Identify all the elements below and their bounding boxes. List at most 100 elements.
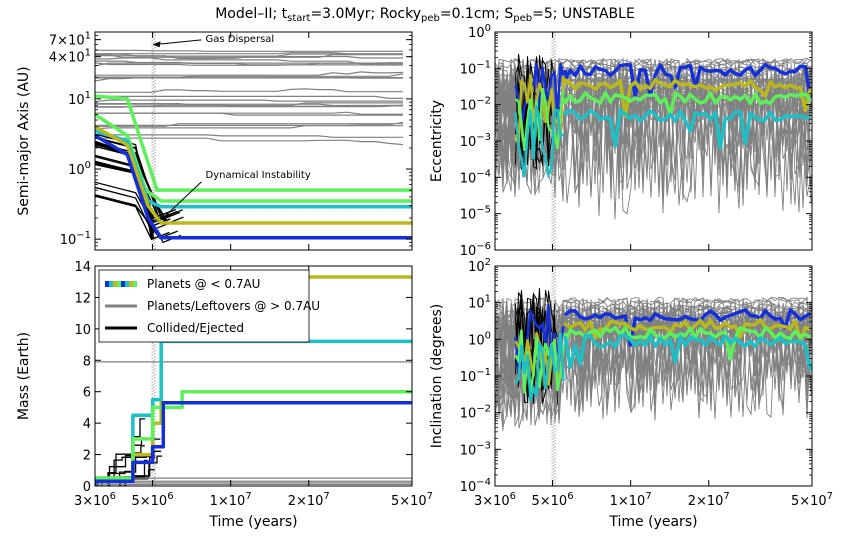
y-tick-label: 8 — [83, 354, 91, 369]
gray-trajectory — [95, 102, 403, 108]
legend-label: Collided/Ejected — [147, 321, 244, 335]
gray-trajectory — [95, 123, 403, 127]
series-lime — [95, 94, 412, 192]
series-blue — [563, 62, 812, 99]
x-tick-label: 2×107 — [288, 491, 330, 509]
axes-frame — [94, 31, 413, 251]
series-lime — [563, 91, 812, 117]
x-tick-label: 3×106 — [74, 491, 116, 509]
annotation-arrow — [156, 39, 202, 45]
y-tick-label: 10−4 — [460, 168, 491, 186]
y-tick-label: 10−6 — [460, 241, 491, 259]
plot-area — [495, 266, 812, 486]
gray-trajectory — [95, 62, 403, 67]
y-axis: 0 2 4 6 8 10 12 14 — [74, 260, 412, 495]
y-tick-label: 10−1 — [460, 367, 491, 385]
series-yellowgreen — [563, 77, 812, 119]
gray-trajectory — [495, 71, 812, 181]
series-cyan-early — [514, 332, 565, 402]
gray-trajectory — [95, 95, 403, 99]
y-tick-label: 2 — [83, 449, 91, 464]
y-tick-label: 4 — [83, 417, 91, 432]
x-axis: 3×106 5×106 1×107 2×107 5×107 — [474, 266, 833, 509]
gray-trajectory — [95, 137, 404, 146]
y-axis-label: Eccentricity — [429, 100, 445, 182]
x-axis-label: Time (years) — [608, 514, 697, 530]
plot-area — [95, 32, 412, 250]
x-tick-label: 5×106 — [132, 491, 174, 509]
y-tick-label: 10−5 — [460, 205, 491, 223]
series-blue — [563, 308, 812, 347]
x-axis-label: Time (years) — [208, 514, 297, 530]
x-tick-label: 5×106 — [532, 491, 574, 509]
y-tick-label: 10−2 — [460, 404, 491, 422]
figure-title: Model–II; tstart=3.0Myr; Rockypeb=0.1cm;… — [215, 6, 635, 24]
y-tick-label: 100 — [468, 23, 491, 41]
y-axis: 10−4 10−3 10−2 10−1 100 101 102 — [460, 257, 812, 495]
y-tick-label: 0 — [83, 480, 91, 495]
y-tick-label: 10 — [74, 323, 91, 338]
y-axis: 10−6 10−5 10−4 10−3 10−2 10−1 100 — [460, 23, 812, 259]
y-tick-label: 14 — [74, 260, 91, 275]
gray-trajectory — [95, 49, 403, 52]
annotation-arrowhead — [152, 41, 161, 48]
x-tick-label: 2×107 — [688, 491, 730, 509]
series-lime — [95, 389, 412, 486]
gray-trajectory — [495, 66, 812, 181]
gray-trajectory — [495, 62, 812, 178]
legend-swatch — [105, 281, 109, 287]
series-cyan — [95, 339, 412, 486]
axes-frame — [94, 265, 413, 487]
annotation-arrowhead — [159, 215, 168, 222]
y-tick-label: 12 — [74, 291, 91, 306]
series-blue-early — [514, 62, 565, 126]
legend-swatch — [113, 281, 117, 287]
series-lime — [563, 325, 812, 361]
annotation-arrow — [162, 181, 202, 219]
black-trajectory — [95, 136, 178, 220]
gray-trajectory — [95, 71, 404, 76]
y-tick-label: 100 — [68, 160, 91, 178]
gray-trajectory — [95, 111, 403, 115]
legend-swatch — [109, 281, 113, 287]
legend: Planets @ < 0.7AU Planets/Leftovers @ > 0… — [98, 269, 320, 343]
gray-trajectory — [95, 88, 403, 93]
gray-trajectory — [95, 134, 403, 138]
plot-area — [495, 32, 812, 250]
annotation-label: Dynamical Instability — [206, 170, 311, 181]
y-tick-label: 10−4 — [460, 477, 491, 495]
background-trajectories — [95, 361, 412, 486]
series-blue — [95, 400, 412, 486]
y-tick-label: 4×101 — [49, 48, 91, 66]
x-tick-label: 5×107 — [791, 491, 833, 509]
y-tick-label: 10−1 — [460, 59, 491, 77]
legend-swatch — [121, 281, 125, 287]
x-axis: 3×106 5×106 1×107 2×107 5×107 — [74, 266, 433, 509]
annotation-label: Gas Dispersal — [206, 34, 275, 45]
x-tick-label: 3×106 — [474, 491, 516, 509]
x-axis — [94, 32, 413, 250]
y-tick-label: 101 — [468, 294, 491, 312]
y-tick-label: 10−3 — [460, 132, 491, 150]
y-tick-label: 101 — [68, 90, 91, 108]
planet-series — [514, 62, 812, 180]
y-axis-label: Mass (Earth) — [16, 332, 32, 420]
planet-series — [514, 304, 812, 402]
gray-trajectory — [95, 103, 403, 107]
series-blue — [95, 134, 412, 240]
series-lime-early — [514, 87, 565, 155]
series-cyan-early — [514, 104, 565, 180]
legend-swatch — [133, 281, 137, 287]
gray-trajectory — [95, 62, 403, 66]
y-axis-label: Inclination (degrees) — [429, 304, 445, 448]
x-tick-label: 1×107 — [210, 491, 252, 509]
y-tick-label: 6 — [83, 386, 91, 401]
y-tick-label: 102 — [468, 257, 491, 275]
series-yellowgreen — [95, 125, 412, 225]
planet-series — [95, 94, 412, 240]
x-axis — [494, 32, 813, 250]
gray-trajectory — [95, 54, 403, 58]
y-tick-label: 10−1 — [60, 230, 91, 248]
